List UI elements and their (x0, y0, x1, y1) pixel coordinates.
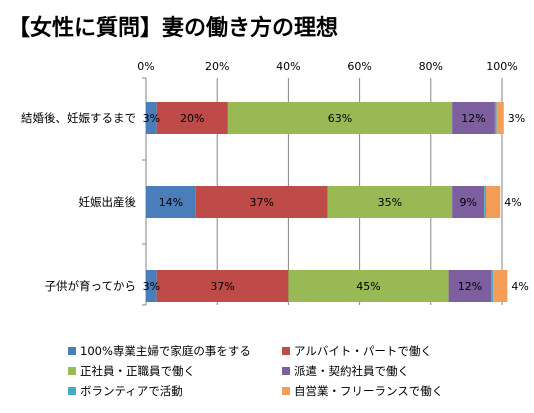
legend-label: 自営業・フリーランスで働く (294, 384, 444, 398)
bar-segment (195, 186, 328, 218)
x-tick-label: 100% (486, 60, 517, 73)
bar-segment (327, 186, 453, 218)
bar-segment (448, 270, 492, 302)
bar-segment (288, 270, 449, 302)
data-label: 37% (210, 280, 234, 293)
data-label: 9% (459, 196, 476, 209)
data-label: 12% (458, 280, 482, 293)
bar-segment (496, 102, 504, 134)
legend-label: アルバイト・パートで働く (294, 344, 432, 358)
category-label: 結婚後、妊娠するまで (21, 111, 136, 125)
legend-swatch (282, 367, 290, 375)
bar-segment (227, 102, 453, 134)
bar-segment (452, 102, 495, 134)
bars (146, 102, 508, 302)
legend-swatch (282, 387, 290, 395)
x-tick-label: 0% (137, 60, 154, 73)
bar-segment (156, 270, 289, 302)
data-label: 35% (378, 196, 402, 209)
data-label: 4% (504, 196, 521, 209)
x-axis-ticks: 0% 20% 40% 60% 80% 100% (137, 60, 517, 73)
data-label: 63% (328, 112, 352, 125)
x-tick-label: 60% (347, 60, 371, 73)
data-label: 45% (356, 280, 380, 293)
legend-swatch (282, 347, 290, 355)
data-label: 3% (143, 112, 160, 125)
x-tick-label: 40% (276, 60, 300, 73)
category-label: 妊娠出産後 (79, 195, 137, 209)
data-label: 20% (180, 112, 204, 125)
data-labels: 3% 20% 63% 12% 3% 14% 37% 35% 9% 4% 3% 37% 45% 12% 4% (143, 112, 529, 293)
bar-segment (494, 102, 497, 134)
bar-segment (452, 186, 485, 218)
legend: 100%専業主婦で家庭の事をする アルバイト・パートで働く正社員・正職員で働く 派遣… (68, 343, 528, 399)
data-label: 4% (511, 280, 528, 293)
bar-segment (146, 270, 157, 302)
chart-title: 【女性に質問】妻の働き方の理想 (8, 16, 339, 41)
data-label: 12% (461, 112, 485, 125)
legend-item: アルバイト・パートで働く (282, 343, 502, 359)
legend-label: 100%専業主婦で家庭の事をする (80, 344, 251, 358)
bar-segment (146, 186, 196, 218)
legend-item: 自営業・フリーランスで働く (282, 383, 502, 399)
x-tick-label: 20% (205, 60, 229, 73)
legend-item: 100%専業主婦で家庭の事をする (68, 343, 282, 359)
legend-label: ボランティアで活動 (80, 384, 183, 398)
legend-label: 正社員・正職員で働く (80, 364, 195, 378)
legend-item: 正社員・正職員で働く (68, 363, 282, 379)
bar-segment (146, 102, 157, 134)
data-label: 37% (249, 196, 273, 209)
bar-segment (484, 186, 486, 218)
legend-swatch (68, 367, 76, 375)
legend-swatch (68, 347, 76, 355)
legend-swatch (68, 387, 76, 395)
bar-segment (491, 270, 494, 302)
bar-segment (485, 186, 501, 218)
legend-item: 派遣・契約社員で働く (282, 363, 502, 379)
legend-label: 派遣・契約社員で働く (294, 364, 409, 378)
legend-item: ボランティアで活動 (68, 383, 282, 399)
bar-segment (493, 270, 508, 302)
category-label: 子供が育ってから (45, 279, 136, 293)
data-label: 3% (143, 280, 160, 293)
data-label: 3% (508, 112, 525, 125)
stacked-bar-chart: 0% 20% 40% 60% 80% 100% 結婚後、妊娠するまで妊娠出産後子供が育って… (21, 60, 529, 306)
data-label: 14% (159, 196, 183, 209)
bar-segment (156, 102, 228, 134)
x-tick-label: 80% (419, 60, 443, 73)
